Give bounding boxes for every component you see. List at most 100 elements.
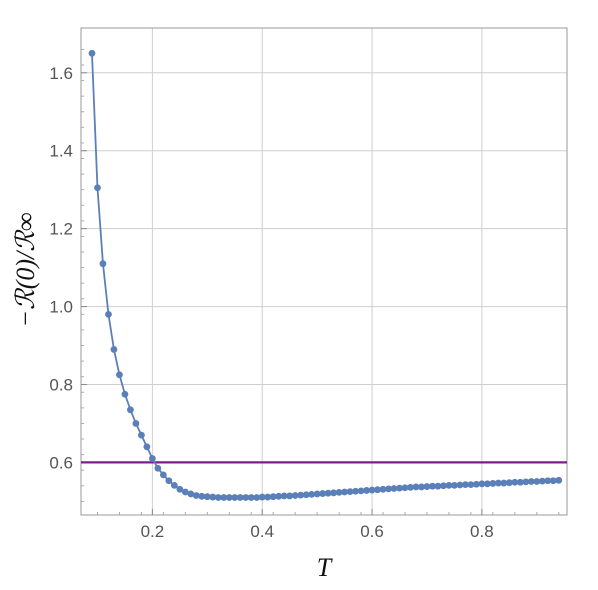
tick-marks <box>81 48 560 515</box>
data-point <box>363 487 370 494</box>
data-point <box>511 478 519 486</box>
data-point <box>291 492 299 499</box>
data-point <box>297 491 305 499</box>
data-point <box>390 485 398 492</box>
data-point <box>483 480 491 488</box>
plot-frame <box>80 27 568 516</box>
y-tick-label: 1.0 <box>49 298 73 317</box>
data-point <box>170 481 178 489</box>
data-point <box>456 481 464 489</box>
data-point <box>209 493 217 501</box>
data-point <box>264 493 272 501</box>
data-point <box>127 406 134 414</box>
data-point <box>214 494 222 501</box>
x-tick-label: 0.4 <box>250 522 274 541</box>
data-point <box>253 494 261 501</box>
data-point <box>500 479 508 487</box>
data-point <box>187 490 195 498</box>
data-point <box>121 390 129 398</box>
data-point <box>148 455 156 462</box>
data-point <box>346 488 354 496</box>
data-point <box>236 494 244 501</box>
data-point <box>522 478 530 486</box>
data-point <box>352 487 359 495</box>
data-point <box>286 492 294 500</box>
series-layer <box>81 49 567 501</box>
data-point <box>335 489 343 496</box>
data-point <box>258 493 266 501</box>
x-tick-labels: 0.2 0.4 0.6 0.8 <box>141 522 494 541</box>
data-point <box>505 479 513 487</box>
data-point <box>269 493 277 501</box>
data-point <box>385 485 392 493</box>
data-point <box>341 488 348 496</box>
data-point <box>379 485 387 493</box>
data-point <box>280 492 288 500</box>
data-point <box>192 492 200 499</box>
data-point <box>116 371 123 379</box>
data-point <box>302 491 310 499</box>
data-point <box>396 484 403 492</box>
data-point <box>451 481 458 489</box>
data-point <box>198 492 206 500</box>
data-point <box>527 478 535 485</box>
data-point <box>489 480 497 487</box>
data-point <box>138 431 145 439</box>
data-point <box>401 484 409 492</box>
y-tick-label: 1.4 <box>49 142 73 161</box>
y-tick-label: 0.8 <box>49 375 73 394</box>
data-point <box>538 477 546 485</box>
data-point <box>516 478 524 486</box>
y-tick-label: 0.6 <box>49 453 73 472</box>
y-tick-labels: 0.6 0.8 1.0 1.2 1.4 1.6 <box>49 64 73 473</box>
data-point <box>324 489 332 497</box>
data-point <box>429 482 436 490</box>
data-point <box>275 492 283 500</box>
data-point <box>154 464 162 472</box>
data-point <box>368 486 376 494</box>
data-point <box>478 480 486 488</box>
data-point <box>462 481 469 489</box>
data-point <box>357 487 365 495</box>
data-point <box>555 476 563 484</box>
x-tick-label: 0.8 <box>470 522 494 541</box>
data-point <box>418 483 425 491</box>
data-point <box>225 494 233 501</box>
data-point <box>242 494 250 501</box>
data-point <box>374 486 381 494</box>
data-point <box>165 477 173 485</box>
x-axis-title: T <box>317 553 333 582</box>
data-point <box>247 494 255 501</box>
data-point <box>549 477 557 485</box>
data-point <box>440 482 447 490</box>
data-point <box>308 490 316 498</box>
data-point <box>330 489 338 497</box>
data-point <box>231 494 239 501</box>
data-point <box>467 481 475 489</box>
data-point <box>412 483 420 491</box>
data-point <box>88 49 96 57</box>
data-point <box>319 490 327 497</box>
data-point <box>407 483 414 491</box>
data-point <box>533 478 541 485</box>
data-point <box>110 346 118 353</box>
data-point <box>143 443 151 451</box>
data-point <box>176 485 184 493</box>
data-point <box>220 494 228 501</box>
y-axis-title: −ℛ(0)/ℛ∞ <box>11 212 40 327</box>
data-point <box>445 481 453 489</box>
data-point <box>105 310 112 318</box>
y-tick-label: 1.6 <box>49 64 73 83</box>
data-point <box>203 493 211 501</box>
data-point <box>313 490 321 498</box>
data-point <box>494 479 502 487</box>
data-point <box>472 480 480 488</box>
data-point <box>94 184 101 192</box>
data-point <box>434 482 442 490</box>
x-tick-label: 0.6 <box>360 522 384 541</box>
data-point <box>544 477 552 485</box>
data-point <box>423 483 431 490</box>
data-point <box>159 471 167 479</box>
